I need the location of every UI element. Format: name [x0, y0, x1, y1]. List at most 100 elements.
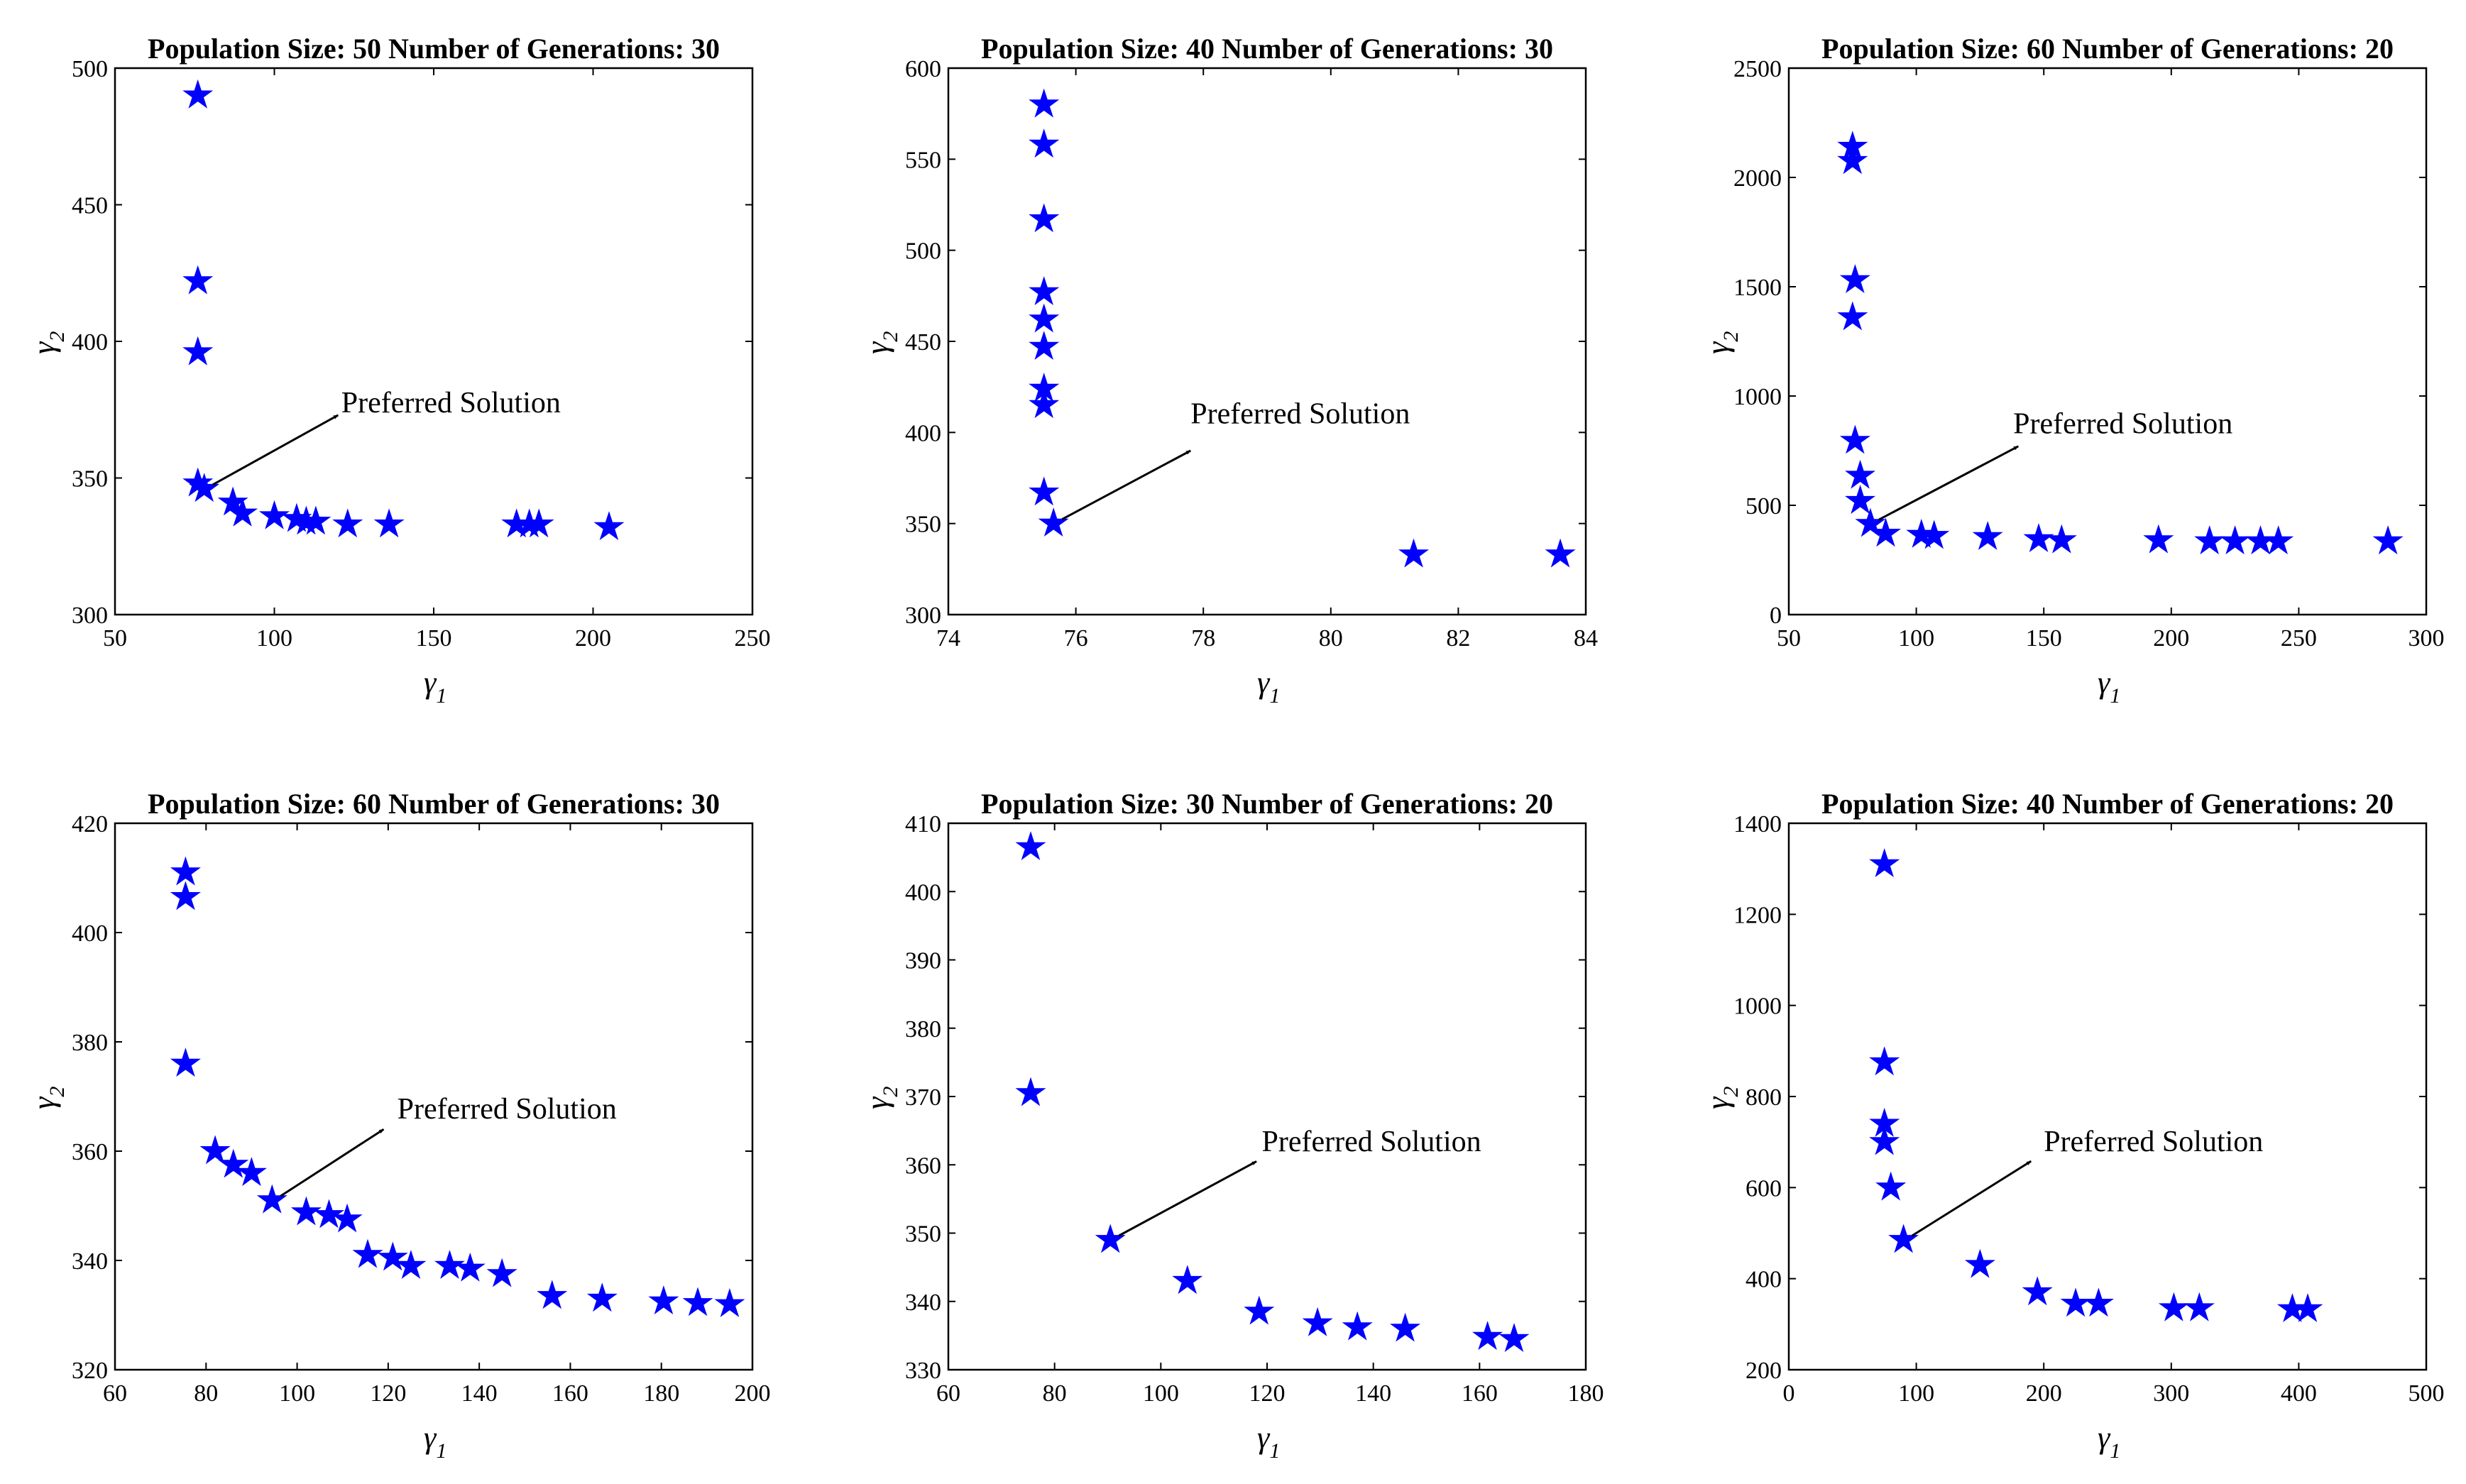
x-tick-label: 78 [1191, 625, 1215, 652]
data-point-star [1845, 485, 1876, 515]
y-tick-label: 400 [905, 420, 941, 446]
x-tick-label: 80 [194, 1380, 218, 1407]
data-point-star [1398, 538, 1430, 568]
data-point-star [2060, 1287, 2091, 1317]
annotation-arrow [1061, 449, 1191, 520]
plot-area: 0 100 200 300 400 500 200 400 600 800 1000 1200 1400 [1733, 811, 2445, 1407]
x-axis-symbol: γ [424, 665, 437, 700]
x-tick-label: 150 [2026, 625, 2062, 652]
data-point-star [1837, 145, 1868, 175]
data-point-star [1837, 301, 1868, 331]
axes-box [114, 822, 754, 1371]
data-point-star [182, 79, 214, 109]
y-tick-label: 330 [905, 1358, 941, 1384]
y-axis-subscript: 2 [45, 1087, 69, 1097]
data-point-star [1545, 538, 1576, 568]
subplot-pop30-gen20: Population Size: 30 Number of Generation… [860, 788, 1604, 1463]
y-axis-symbol: γ [860, 341, 894, 354]
y-tick-label: 350 [72, 466, 108, 493]
y-axis-label: γ2 [1700, 1087, 1743, 1109]
data-point-star [170, 1048, 201, 1077]
data-point-star [2143, 524, 2174, 554]
y-tick-label: 300 [72, 603, 108, 629]
annotation-arrow [1911, 1160, 2032, 1237]
axes-box [1787, 822, 2428, 1371]
x-axis-subscript: 1 [2110, 684, 2120, 708]
y-tick-label: 400 [905, 879, 941, 906]
data-point-star [2083, 1287, 2114, 1317]
plot-area: 74 76 78 80 82 84 300 350 400 450 500 550 600 [905, 56, 1598, 652]
data-point-star [1869, 1126, 1900, 1155]
data-point-star [2292, 1293, 2323, 1322]
y-tick-label: 1500 [1733, 275, 1782, 301]
data-point-star [227, 497, 258, 527]
data-point-star [1342, 1311, 1373, 1341]
x-tick-label: 200 [2153, 625, 2189, 652]
data-point-star [2194, 525, 2225, 555]
subplot-title: Population Size: 60 Number of Generation… [1821, 33, 2394, 65]
data-point-star [537, 1280, 568, 1309]
y-axis-subscript: 2 [879, 1087, 902, 1097]
data-point-star [1244, 1295, 1275, 1325]
data-point-star [1390, 1312, 1421, 1342]
x-tick-label: 180 [643, 1380, 679, 1407]
data-point-star [2263, 525, 2294, 555]
y-axis-label: γ2 [860, 1087, 902, 1109]
y-axis-label: γ2 [26, 1087, 69, 1109]
x-axis-label: γ1 [1257, 1420, 1280, 1463]
data-point-star [1845, 459, 1876, 489]
data-point-star [256, 1184, 287, 1214]
y-tick-label: 360 [72, 1139, 108, 1165]
data-point-star [170, 881, 201, 911]
y-axis-subscript: 2 [1719, 1087, 1743, 1097]
annotation-label: Preferred Solution [2013, 407, 2232, 440]
y-tick-label: 2000 [1733, 165, 1782, 192]
x-tick-label: 60 [103, 1380, 127, 1407]
y-tick-label: 410 [905, 811, 941, 837]
x-tick-label: 400 [2281, 1380, 2317, 1407]
x-tick-label: 200 [2026, 1380, 2062, 1407]
x-tick-label: 140 [461, 1380, 498, 1407]
subplot-pop60-gen30: Population Size: 60 Number of Generation… [26, 788, 771, 1463]
y-tick-label: 340 [72, 1248, 108, 1275]
data-point-star [714, 1287, 745, 1317]
subplot-pop60-gen20: Population Size: 60 Number of Generation… [1700, 33, 2445, 708]
data-point-star [258, 500, 290, 529]
y-tick-label: 500 [905, 238, 941, 265]
data-point-star [1888, 1224, 1919, 1253]
x-tick-label: 50 [103, 625, 127, 652]
annotation-arrow [212, 414, 339, 486]
data-point-star [170, 856, 201, 886]
x-tick-label: 180 [1568, 1380, 1604, 1407]
data-point-star [1029, 88, 1060, 118]
x-tick-label: 150 [416, 625, 452, 652]
data-point-star [1919, 520, 1950, 549]
data-point-star [586, 1282, 618, 1312]
y-tick-label: 320 [72, 1358, 108, 1384]
x-tick-label: 100 [1143, 1380, 1179, 1407]
data-point-star [1869, 1046, 1900, 1076]
axes-box [114, 67, 754, 616]
y-axis-subscript: 2 [45, 331, 69, 342]
plot-area: 60 80 100 120 140 160 180 200 320 340 360 380 400 420 [72, 811, 771, 1407]
y-tick-label: 500 [72, 56, 108, 82]
x-tick-label: 80 [1043, 1380, 1067, 1407]
y-axis-symbol: γ [1700, 1096, 1735, 1109]
data-point-star [1029, 476, 1060, 506]
x-tick-label: 500 [2409, 1380, 2445, 1407]
y-tick-label: 350 [905, 1221, 941, 1248]
data-point-star [1029, 303, 1060, 333]
x-tick-label: 100 [279, 1380, 315, 1407]
x-tick-label: 80 [1319, 625, 1343, 652]
x-axis-symbol: γ [1257, 665, 1271, 700]
y-tick-label: 800 [1746, 1084, 1782, 1111]
data-point-star [2372, 525, 2404, 555]
data-point-star [1869, 848, 1900, 878]
y-tick-label: 600 [905, 56, 941, 82]
annotation-arrow [280, 1128, 385, 1197]
data-point-star [523, 508, 554, 538]
data-point-star [1839, 264, 1870, 294]
x-axis-label: γ1 [424, 1420, 446, 1463]
x-axis-subscript: 1 [436, 684, 446, 708]
y-tick-label: 450 [905, 329, 941, 356]
